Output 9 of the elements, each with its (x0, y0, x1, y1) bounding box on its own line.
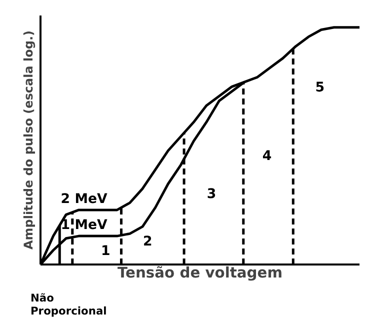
annotation: 1 (100, 244, 110, 260)
annotation: 4 (262, 149, 272, 164)
series-label: 2 MeV (60, 192, 108, 207)
annotation: 3 (206, 187, 216, 202)
x-axis-title: Tensão de voltagem (118, 264, 283, 282)
annotation: 2 (143, 234, 152, 250)
y-axis-title: Amplitude do pulso (escala log.) (22, 30, 36, 250)
text: Não Proporcional (30, 292, 107, 318)
annotation: 5 (315, 80, 325, 96)
